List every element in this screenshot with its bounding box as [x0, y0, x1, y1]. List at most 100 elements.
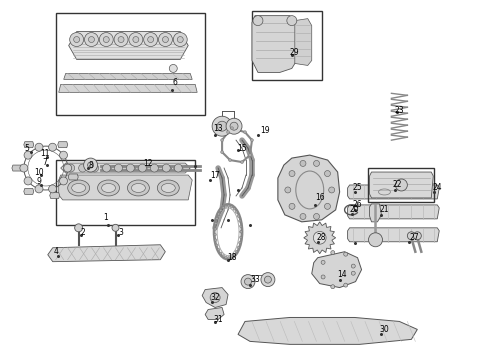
Circle shape [230, 206, 233, 208]
Circle shape [395, 179, 407, 191]
Circle shape [314, 161, 319, 166]
Bar [252, 11, 322, 80]
Text: 30: 30 [380, 325, 390, 334]
Ellipse shape [129, 166, 136, 171]
Circle shape [74, 224, 83, 232]
Circle shape [351, 264, 355, 268]
Text: 4: 4 [53, 247, 58, 256]
Circle shape [314, 213, 319, 220]
Circle shape [64, 164, 72, 172]
Ellipse shape [111, 166, 118, 171]
Text: 22: 22 [392, 180, 402, 189]
Ellipse shape [156, 166, 163, 171]
Text: 12: 12 [144, 158, 153, 167]
Circle shape [114, 32, 128, 46]
Polygon shape [24, 142, 34, 148]
Circle shape [240, 225, 242, 228]
Circle shape [368, 233, 383, 247]
Circle shape [407, 232, 416, 240]
Circle shape [343, 283, 348, 287]
Text: 33: 33 [250, 275, 260, 284]
Circle shape [78, 164, 87, 172]
Circle shape [331, 251, 335, 255]
Circle shape [118, 37, 124, 42]
Text: 21: 21 [380, 206, 389, 215]
Circle shape [250, 139, 253, 141]
Circle shape [162, 164, 171, 172]
Circle shape [321, 275, 325, 279]
Circle shape [210, 293, 220, 302]
Circle shape [329, 187, 335, 193]
Text: 10: 10 [34, 167, 44, 176]
Circle shape [89, 37, 95, 42]
Ellipse shape [138, 166, 145, 171]
Polygon shape [58, 142, 68, 148]
Circle shape [103, 37, 109, 42]
Circle shape [300, 213, 306, 220]
Circle shape [235, 211, 238, 213]
Polygon shape [278, 155, 340, 222]
Circle shape [67, 164, 74, 172]
Circle shape [91, 164, 98, 172]
Circle shape [74, 37, 80, 42]
Text: 3: 3 [118, 228, 123, 237]
Circle shape [265, 276, 271, 283]
Text: 11: 11 [40, 149, 49, 158]
Text: 6: 6 [173, 78, 178, 87]
Bar [56, 13, 205, 115]
Text: 29: 29 [290, 48, 299, 57]
Text: 9: 9 [36, 177, 41, 186]
Ellipse shape [157, 180, 179, 196]
Circle shape [218, 213, 220, 215]
Circle shape [233, 208, 235, 210]
Circle shape [220, 252, 222, 255]
Circle shape [226, 118, 242, 134]
Text: 18: 18 [227, 253, 237, 262]
Circle shape [233, 253, 235, 256]
Circle shape [225, 256, 227, 258]
Text: 32: 32 [210, 293, 220, 302]
Circle shape [147, 37, 154, 42]
Circle shape [351, 271, 355, 275]
Polygon shape [64, 73, 192, 80]
Ellipse shape [72, 184, 86, 193]
Circle shape [222, 255, 224, 257]
Circle shape [222, 207, 224, 209]
Circle shape [227, 256, 230, 259]
Circle shape [220, 139, 223, 141]
Text: 28: 28 [317, 233, 326, 242]
Polygon shape [49, 193, 60, 198]
Circle shape [214, 233, 217, 236]
Circle shape [84, 32, 98, 46]
Bar [56, 160, 195, 225]
Text: 31: 31 [213, 315, 223, 324]
Circle shape [240, 236, 242, 239]
Circle shape [248, 154, 251, 157]
Polygon shape [347, 228, 439, 242]
Circle shape [214, 228, 217, 230]
Text: 7: 7 [42, 158, 47, 167]
Circle shape [289, 203, 295, 210]
Polygon shape [369, 172, 433, 198]
Circle shape [241, 161, 244, 163]
Bar [368, 168, 434, 202]
Circle shape [24, 177, 32, 185]
Circle shape [231, 127, 234, 130]
Ellipse shape [147, 166, 154, 171]
Ellipse shape [127, 180, 149, 196]
Ellipse shape [161, 184, 175, 193]
Circle shape [225, 205, 227, 207]
Polygon shape [69, 32, 188, 59]
Circle shape [218, 248, 220, 251]
Text: 5: 5 [24, 144, 29, 153]
Circle shape [220, 209, 222, 212]
Ellipse shape [98, 180, 120, 196]
Circle shape [112, 224, 119, 231]
Circle shape [287, 15, 297, 26]
Circle shape [150, 164, 158, 172]
Circle shape [177, 37, 183, 42]
Polygon shape [312, 252, 362, 288]
Circle shape [300, 161, 306, 166]
Circle shape [244, 131, 246, 134]
Circle shape [343, 252, 348, 256]
